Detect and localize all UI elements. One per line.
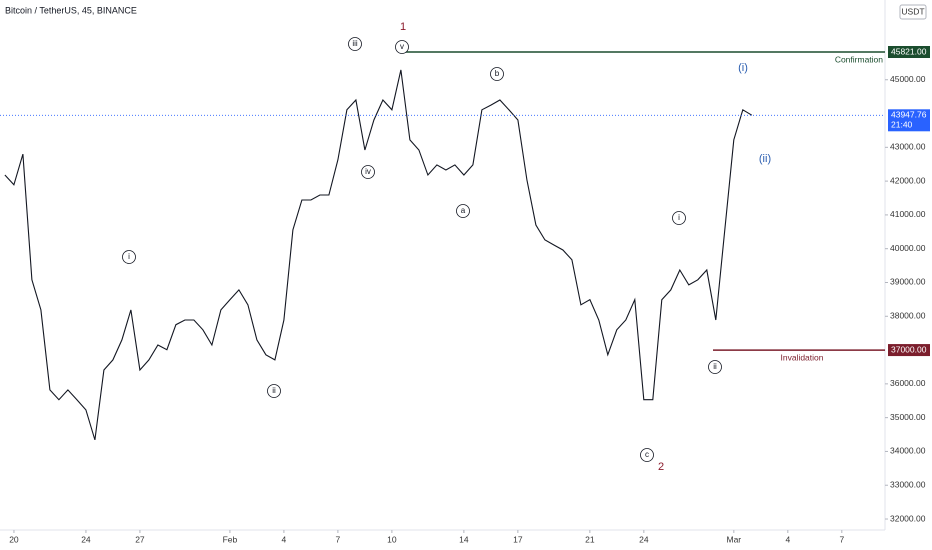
price-line bbox=[4, 69, 753, 441]
last-price-label: 43947.76 bbox=[891, 110, 927, 120]
x-tick-label: 21 bbox=[585, 534, 595, 544]
x-tick-label: 24 bbox=[81, 534, 91, 544]
wave-label: b bbox=[495, 69, 500, 78]
level-name: Confirmation bbox=[835, 54, 883, 64]
x-tick-label: 4 bbox=[282, 534, 287, 544]
wave-label: ii bbox=[713, 362, 717, 371]
x-tick-label: 7 bbox=[336, 534, 341, 544]
level-label: 45821.00 bbox=[891, 46, 927, 56]
y-tick-label: 39000.00 bbox=[890, 277, 926, 287]
x-tick-label: Mar bbox=[727, 534, 742, 544]
currency-box[interactable] bbox=[899, 4, 927, 20]
x-tick-label: 10 bbox=[387, 534, 397, 544]
wave-label: a bbox=[461, 206, 466, 215]
x-tick-label: 24 bbox=[639, 534, 649, 544]
wave-label: v bbox=[400, 42, 404, 51]
last-price-box bbox=[888, 109, 930, 132]
x-tick-label: 4 bbox=[785, 534, 790, 544]
wave-label: c bbox=[645, 450, 649, 459]
annotation-circle bbox=[672, 211, 686, 225]
annotation-circle bbox=[122, 250, 136, 264]
annotation-circle bbox=[708, 360, 722, 374]
y-tick-label: 36000.00 bbox=[890, 378, 926, 388]
y-tick-label: 38000.00 bbox=[890, 311, 926, 321]
wave-label: (ii) bbox=[759, 153, 771, 165]
annotation-circle bbox=[267, 384, 281, 398]
annotation-circle bbox=[361, 165, 375, 179]
wave-label: 2 bbox=[658, 461, 664, 473]
x-tick-label: 27 bbox=[135, 534, 145, 544]
annotation-circle bbox=[640, 448, 654, 462]
wave-label: iv bbox=[365, 167, 371, 176]
y-tick-label: 41000.00 bbox=[890, 209, 926, 219]
annotation-circle bbox=[395, 40, 409, 54]
x-tick-label: 14 bbox=[459, 534, 469, 544]
wave-label: 1 bbox=[400, 21, 406, 33]
y-tick-label: 35000.00 bbox=[890, 412, 926, 422]
x-tick-label: Feb bbox=[223, 534, 238, 544]
x-tick-label: 7 bbox=[839, 534, 844, 544]
wave-label: iii bbox=[352, 39, 358, 48]
annotation-circle bbox=[456, 204, 470, 218]
chart-title: Bitcoin / TetherUS, 45, BINANCE bbox=[5, 5, 137, 15]
level-box bbox=[888, 344, 930, 357]
y-tick-label: 34000.00 bbox=[890, 446, 926, 456]
countdown-label: 21:40 bbox=[891, 120, 913, 130]
wave-label: i bbox=[128, 252, 130, 261]
annotation-circle bbox=[490, 67, 504, 81]
y-tick-label: 42000.00 bbox=[890, 175, 926, 185]
wave-label: ii bbox=[272, 386, 276, 395]
y-tick-label: 33000.00 bbox=[890, 479, 926, 489]
y-tick-label: 32000.00 bbox=[890, 513, 926, 523]
wave-label: (i) bbox=[738, 62, 748, 74]
y-tick-label: 40000.00 bbox=[890, 243, 926, 253]
level-label: 37000.00 bbox=[891, 344, 927, 354]
y-tick-label: 45000.00 bbox=[890, 74, 926, 84]
level-name: Invalidation bbox=[780, 352, 823, 362]
level-box bbox=[888, 46, 930, 59]
wave-label: i bbox=[678, 213, 680, 222]
x-tick-label: 20 bbox=[9, 534, 19, 544]
currency-label[interactable]: USDT bbox=[901, 6, 924, 16]
y-tick-label: 43000.00 bbox=[890, 142, 926, 152]
annotation-circle bbox=[348, 37, 362, 51]
x-tick-label: 17 bbox=[513, 534, 523, 544]
